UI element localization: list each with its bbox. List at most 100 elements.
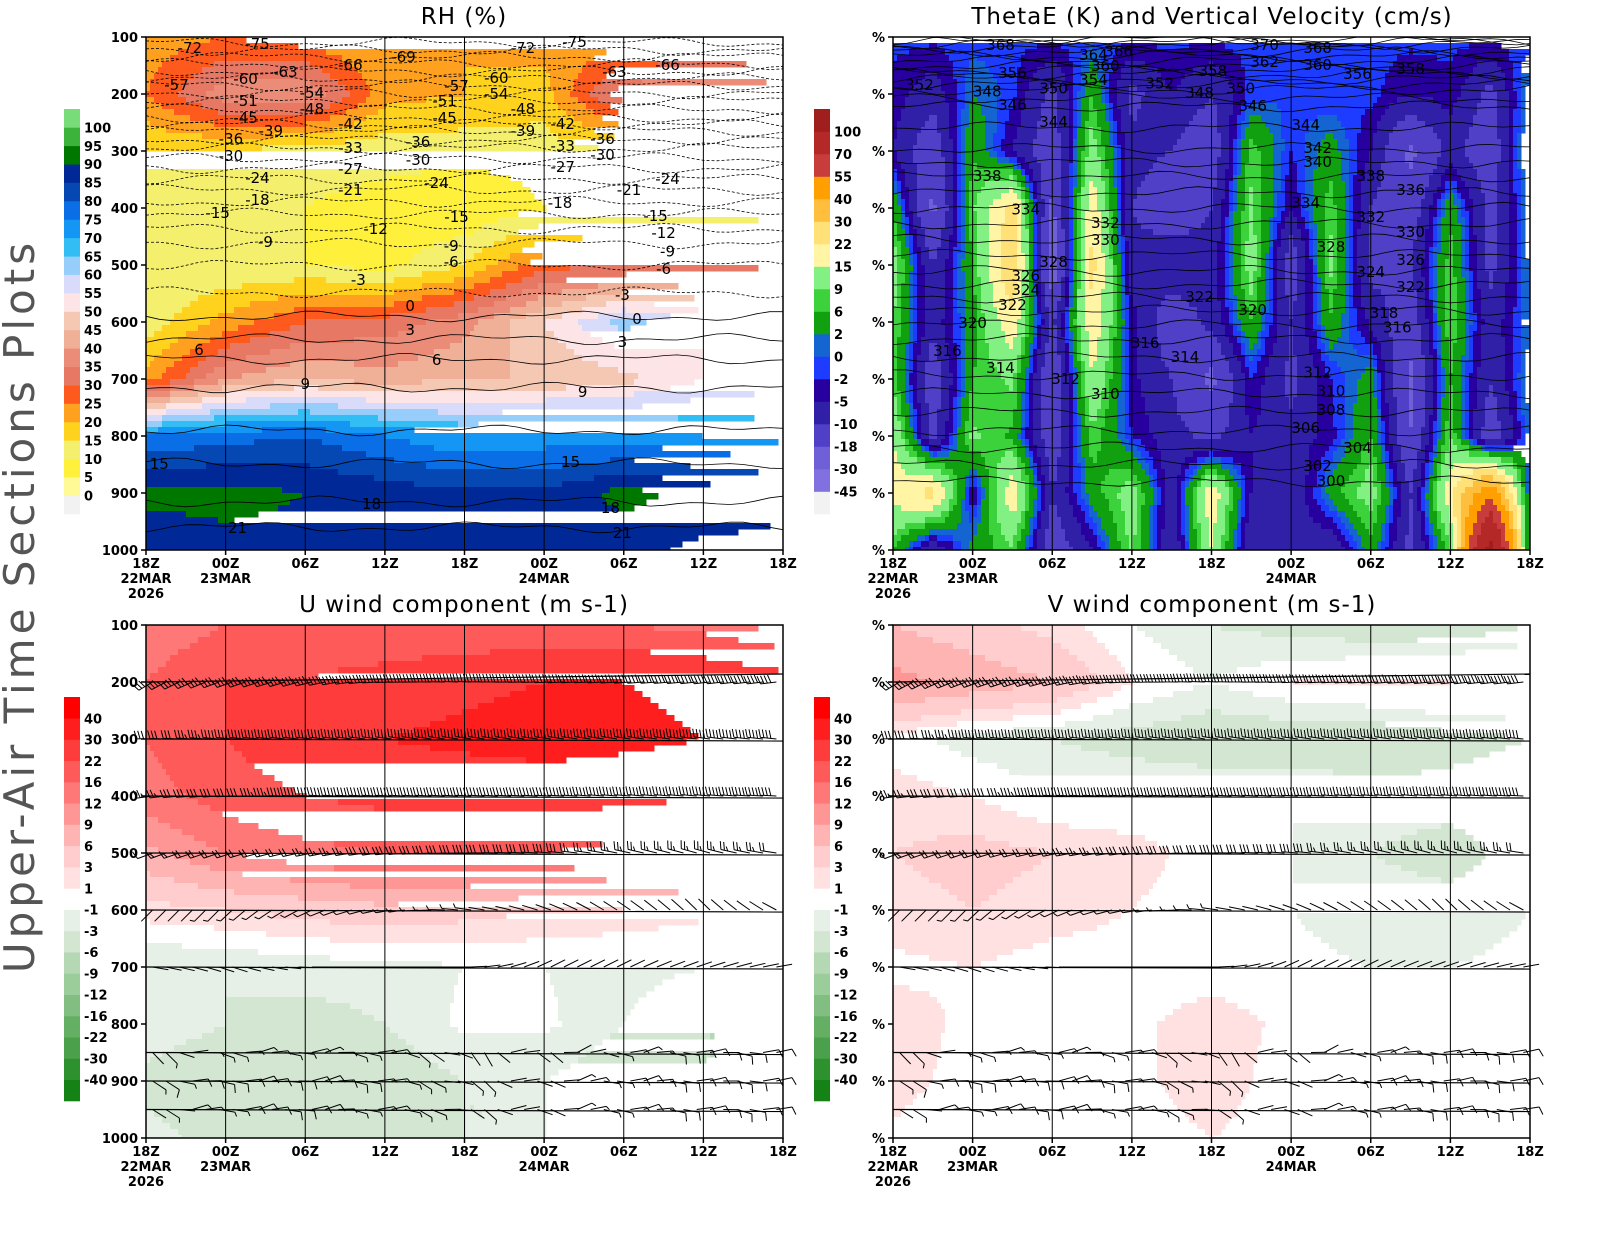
contour-fill-cell: [901, 289, 910, 296]
contour-fill-cell: [274, 379, 355, 386]
contour-fill-cell: [961, 115, 970, 122]
contour-fill-cell: [1241, 319, 1262, 326]
contour-fill-cell: [1345, 307, 1350, 314]
contour-fill-cell: [893, 337, 898, 344]
contour-fill-cell: [174, 313, 219, 320]
contour-fill-cell: [1009, 115, 1022, 122]
contour-fill-cell: [985, 487, 990, 494]
contour-fill-cell: [1445, 457, 1502, 464]
contour-fill-cell: [1125, 235, 1222, 242]
contour-fill-cell: [981, 481, 990, 488]
contour-fill-cell: [1113, 217, 1118, 224]
contour-fill-cell: [1309, 343, 1318, 350]
contour-fill-cell: [1437, 403, 1442, 410]
contour-fill-cell: [266, 367, 511, 374]
contour-fill-cell: [1249, 139, 1254, 146]
contour-fill-cell: [1073, 319, 1078, 326]
contour-fill-cell: [1101, 217, 1110, 224]
contour-fill-cell: [1101, 247, 1110, 254]
contour-fill-cell: [1513, 175, 1522, 182]
contour-fill-cell: [1425, 307, 1434, 314]
contour-fill-cell: [1505, 301, 1518, 308]
contour-fill-cell: [1421, 475, 1426, 482]
contour-fill-cell: [905, 235, 910, 242]
contour-fill-cell: [1485, 193, 1498, 200]
contour-fill-cell: [1241, 235, 1250, 242]
contour-fill-cell: [1069, 247, 1074, 254]
contour-fill-cell: [937, 415, 950, 422]
contour-fill-cell: [1441, 403, 1450, 410]
contour-fill-cell: [310, 79, 339, 86]
contour-fill-cell: [1069, 391, 1074, 398]
contour-fill-cell: [1029, 193, 1034, 200]
contour-fill-cell: [1241, 259, 1246, 266]
contour-fill-cell: [1325, 469, 1334, 476]
contour-fill-cell: [1077, 343, 1082, 350]
contour-fill-cell: [1277, 295, 1290, 302]
contour-fill-cell: [1185, 73, 1226, 80]
contour-fill-cell: [1117, 217, 1122, 224]
contour-fill-cell: [1437, 331, 1442, 338]
contour-fill-cell: [1437, 379, 1442, 386]
contour-fill-cell: [182, 307, 235, 314]
contour-fill-cell: [1289, 163, 1298, 170]
contour-fill-cell: [1345, 181, 1350, 188]
contour-fill-cell: [1101, 223, 1110, 230]
contour-fill-cell: [1261, 169, 1274, 176]
contour-fill-cell: [1317, 229, 1326, 236]
contour-fill-cell: [338, 469, 759, 476]
contour-fill-cell: [510, 355, 583, 362]
contour-fill-cell: [1237, 127, 1242, 134]
contour-fill-cell: [186, 79, 223, 86]
contour-fill-cell: [897, 199, 902, 206]
contour-fill-cell: [1329, 259, 1334, 266]
contour-fill-cell: [917, 295, 926, 302]
contour-fill-cell: [1041, 331, 1050, 338]
contour-fill-cell: [1313, 175, 1342, 182]
contour-fill-cell: [949, 403, 954, 410]
contour-fill-cell: [1357, 265, 1370, 272]
contour-fill-cell: [1409, 415, 1414, 422]
contour-fill-cell: [893, 439, 906, 446]
contour-fill-cell: [965, 391, 970, 398]
contour-fill-cell: [1053, 283, 1062, 290]
contour-fill-cell: [1049, 331, 1058, 338]
contour-fill-cell: [1461, 415, 1466, 422]
contour-fill-cell: [1357, 139, 1374, 146]
contour-fill-cell: [969, 403, 1018, 410]
contour-fill-cell: [1041, 115, 1058, 122]
contour-fill-cell: [1357, 247, 1370, 254]
contour-fill-cell: [1041, 259, 1050, 266]
contour-fill-cell: [1005, 151, 1018, 158]
contour-fill-cell: [366, 451, 731, 458]
contour-fill-cell: [893, 373, 898, 380]
contour-fill-cell: [1273, 289, 1278, 296]
contour-fill-cell: [977, 469, 990, 476]
contour-fill-cell: [1161, 301, 1190, 308]
contour-fill-cell: [1425, 301, 1434, 308]
contour-fill-cell: [961, 175, 966, 182]
contour-fill-cell: [1449, 367, 1454, 374]
contour-fill-cell: [1157, 325, 1206, 332]
contour-fill-cell: [1245, 91, 1382, 98]
contour-fill-cell: [190, 43, 299, 50]
contour-fill-cell: [1093, 103, 1106, 110]
contour-fill-cell: [1001, 373, 1014, 380]
contour-fill-cell: [326, 193, 535, 200]
contour-fill-cell: [1241, 463, 1254, 470]
contour-fill-cell: [957, 85, 966, 92]
contour-fill-cell: [1273, 307, 1278, 314]
contour-fill-cell: [1033, 355, 1038, 362]
contour-fill-cell: [1085, 247, 1090, 254]
contour-fill-cell: [1453, 427, 1462, 434]
contour-fill-cell: [893, 325, 902, 332]
contour-fill-cell: [1001, 271, 1018, 278]
contour-fill-cell: [1425, 313, 1434, 320]
contour-fill-cell: [1025, 409, 1030, 416]
contour-fill-cell: [1357, 259, 1370, 266]
contour-fill-cell: [1117, 163, 1122, 170]
contour-fill-cell: [1353, 271, 1358, 278]
contour-fill-cell: [1437, 373, 1442, 380]
colorbar-label: 25: [84, 398, 102, 413]
contour-fill-cell: [1101, 289, 1114, 296]
